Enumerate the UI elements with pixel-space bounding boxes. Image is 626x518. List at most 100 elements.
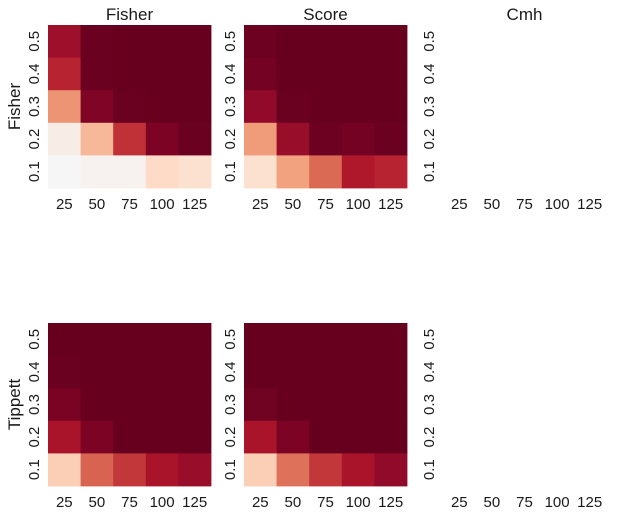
panel-2-cell-r2-c3 <box>309 57 343 91</box>
panel-2-cell-r4-c5 <box>374 122 408 156</box>
panel-2-x-tick-25: 25 <box>252 196 269 213</box>
panel-1-cell-r4-c1 <box>48 122 81 156</box>
panel-2-cell-r1-c4 <box>341 25 375 58</box>
panel-1-cell-r4-c2 <box>80 122 114 156</box>
panel-4-cell-r3-c2 <box>80 388 114 422</box>
panel-4-y-tick-0.3: 0.3 <box>26 394 43 415</box>
panel-5-cell-r1-c5 <box>374 323 408 356</box>
panel-5-cell-r5-c4 <box>341 453 375 487</box>
panel-4-y-tick-0.1: 0.1 <box>26 459 43 480</box>
panel-1-cell-r2-c2 <box>80 57 114 91</box>
panel-6-x-tick-100: 100 <box>545 494 570 511</box>
panel-2-cell-r3-c3 <box>309 90 343 124</box>
panel-1-y-tick-0.3: 0.3 <box>26 96 43 117</box>
panel-6-x-tick-125: 125 <box>577 494 602 511</box>
panel-5-y-tick-0.3: 0.3 <box>222 394 239 415</box>
panel-4-cell-r4-c4 <box>145 420 179 454</box>
panel-4-cell-r4-c3 <box>113 420 147 454</box>
panel-2-y-tick-0.2: 0.2 <box>222 129 239 150</box>
panel-2-cell-r5-c4 <box>341 155 375 189</box>
panel-2-cell-r3-c2 <box>276 90 310 124</box>
panel-1-cell-r3-c3 <box>113 90 147 124</box>
panel-5-cell-r2-c5 <box>374 355 408 389</box>
panel-1-cell-r5-c1 <box>48 155 81 189</box>
panel-1-cell-r3-c4 <box>145 90 179 124</box>
panel-1-y-tick-0.2: 0.2 <box>26 129 43 150</box>
panel-4-cell-r2-c3 <box>113 355 147 389</box>
panel-4-cell-r1-c2 <box>80 323 114 356</box>
panel-2-cell-r4-c4 <box>341 122 375 156</box>
panel-4-cell-r2-c4 <box>145 355 179 389</box>
panel-4-cell-r3-c5 <box>178 388 212 422</box>
panel-3-title: Cmh <box>507 5 543 24</box>
panel-5-cell-r4-c2 <box>276 420 310 454</box>
panel-1-x-tick-50: 50 <box>89 196 106 213</box>
panel-6-y-tick-0.3: 0.3 <box>421 394 438 415</box>
panel-4-x-tick-50: 50 <box>89 494 106 511</box>
panel-1-cell-r4-c4 <box>145 122 179 156</box>
panel-1-cell-r1-c3 <box>113 25 147 58</box>
panel-4-x-tick-100: 100 <box>150 494 175 511</box>
panel-5-y-tick-0.4: 0.4 <box>222 361 239 382</box>
panel-1-title: Fisher <box>106 5 154 24</box>
panel-2-y-tick-0.1: 0.1 <box>222 161 239 182</box>
panel-2-cell-r2-c5 <box>374 57 408 91</box>
panel-2-x-tick-75: 75 <box>317 196 334 213</box>
panel-2-cell-r1-c3 <box>309 25 343 58</box>
panel-3-y-tick-0.3: 0.3 <box>421 96 438 117</box>
panel-4-cell-r1-c1 <box>48 323 81 356</box>
panel-2-cell-r2-c4 <box>341 57 375 91</box>
panel-1-x-tick-25: 25 <box>56 196 73 213</box>
panel-4-cell-r5-c4 <box>145 453 179 487</box>
panel-4-cell-r3-c3 <box>113 388 147 422</box>
panel-2-cell-r3-c1 <box>244 90 277 124</box>
panel-1-cell-r4-c5 <box>178 122 212 156</box>
panel-4-y-tick-0.2: 0.2 <box>26 427 43 448</box>
panel-5-cell-r4-c4 <box>341 420 375 454</box>
panel-1-cell-r3-c1 <box>48 90 81 124</box>
panel-1-cell-r5-c5 <box>178 155 212 189</box>
panel-2-y-tick-0.3: 0.3 <box>222 96 239 117</box>
panel-5-cell-r1-c3 <box>309 323 343 356</box>
panel-2-cell-r4-c3 <box>309 122 343 156</box>
panel-1-row-label: Fisher <box>5 83 24 131</box>
panel-1-y-tick-0.5: 0.5 <box>26 31 43 52</box>
panel-4-row-label: Tippett <box>5 379 24 431</box>
panel-2-cell-r2-c2 <box>276 57 310 91</box>
panel-1-cell-r4-c3 <box>113 122 147 156</box>
panel-1-cell-r1-c5 <box>178 25 212 58</box>
panel-5-cell-r1-c2 <box>276 323 310 356</box>
panel-1-cell-r5-c4 <box>145 155 179 189</box>
panel-1-x-tick-125: 125 <box>182 196 207 213</box>
panel-2-cell-r3-c4 <box>341 90 375 124</box>
panel-5-cell-r5-c2 <box>276 453 310 487</box>
panel-4-cell-r4-c1 <box>48 420 81 454</box>
panel-2-cell-r5-c5 <box>374 155 408 189</box>
panel-4-x-tick-75: 75 <box>121 494 138 511</box>
panel-4-x-tick-125: 125 <box>182 494 207 511</box>
panel-5-cell-r4-c1 <box>244 420 277 454</box>
panel-5-cell-r5-c1 <box>244 453 277 487</box>
panel-5-x-tick-75: 75 <box>317 494 334 511</box>
panel-4-cell-r5-c3 <box>113 453 147 487</box>
panel-1-cell-r2-c4 <box>145 57 179 91</box>
panel-3-x-tick-50: 50 <box>484 196 501 213</box>
panel-4-cell-r3-c1 <box>48 388 81 422</box>
panel-6-y-tick-0.5: 0.5 <box>421 329 438 350</box>
panel-6-x-tick-25: 25 <box>451 494 468 511</box>
panel-6-x-tick-75: 75 <box>516 494 533 511</box>
panel-3-y-tick-0.5: 0.5 <box>421 31 438 52</box>
panel-1-y-tick-0.4: 0.4 <box>26 63 43 84</box>
panel-1-cell-r1-c2 <box>80 25 114 58</box>
panel-4-cell-r4-c5 <box>178 420 212 454</box>
panel-1-cell-r3-c5 <box>178 90 212 124</box>
panel-2-x-tick-50: 50 <box>285 196 302 213</box>
panel-2-cell-r5-c3 <box>309 155 343 189</box>
panel-4-y-tick-0.4: 0.4 <box>26 361 43 382</box>
panel-2-cell-r3-c5 <box>374 90 408 124</box>
panel-4-cell-r5-c5 <box>178 453 212 487</box>
panel-6-y-tick-0.1: 0.1 <box>421 459 438 480</box>
panel-5-x-tick-50: 50 <box>285 494 302 511</box>
panel-4-y-tick-0.5: 0.5 <box>26 329 43 350</box>
